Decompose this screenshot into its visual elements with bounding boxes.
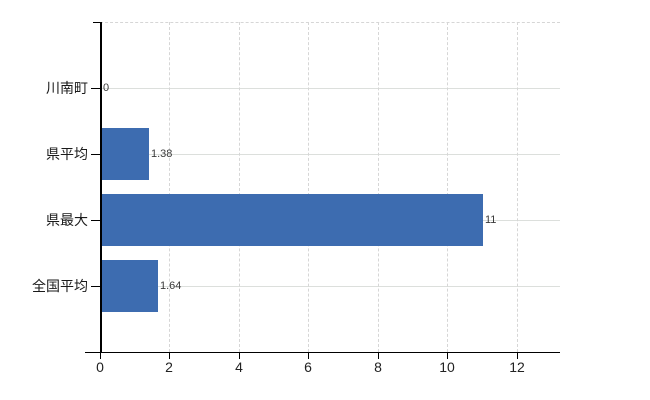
v-gridline [239, 22, 240, 352]
y-tick [91, 286, 100, 287]
x-tick [378, 353, 379, 359]
y-tick [91, 220, 100, 221]
x-tick [447, 353, 448, 359]
y-axis [100, 22, 102, 353]
bar [101, 194, 483, 246]
category-label: 県平均 [46, 146, 88, 162]
x-tick-label: 10 [439, 359, 455, 375]
v-gridline [169, 22, 170, 352]
h-gridline [101, 154, 560, 155]
v-gridline [378, 22, 379, 352]
bar [101, 128, 149, 180]
value-label: 0 [103, 82, 110, 94]
x-tick-label: 4 [235, 359, 243, 375]
x-tick [517, 353, 518, 359]
value-label: 1.64 [160, 280, 182, 292]
x-tick [239, 353, 240, 359]
h-gridline [101, 88, 560, 89]
v-gridline [447, 22, 448, 352]
x-tick [100, 353, 101, 359]
v-gridline [517, 22, 518, 352]
y-tick [91, 154, 100, 155]
x-tick-label: 8 [374, 359, 382, 375]
category-label: 県最大 [46, 212, 88, 228]
x-axis [85, 352, 560, 353]
value-label: 11 [485, 214, 497, 226]
category-label: 全国平均 [32, 278, 88, 294]
value-label: 1.38 [151, 148, 173, 160]
x-tick [308, 353, 309, 359]
bar [101, 260, 158, 312]
x-tick-label: 0 [96, 359, 104, 375]
y-tick [91, 88, 100, 89]
x-tick-label: 12 [509, 359, 525, 375]
x-tick-label: 6 [304, 359, 312, 375]
category-label: 川南町 [46, 80, 88, 96]
plot-top-border [100, 22, 560, 23]
x-tick-label: 2 [165, 359, 173, 375]
y-axis-top-cap [93, 22, 101, 23]
h-gridline [101, 286, 560, 287]
v-gridline [308, 22, 309, 352]
x-tick [169, 353, 170, 359]
